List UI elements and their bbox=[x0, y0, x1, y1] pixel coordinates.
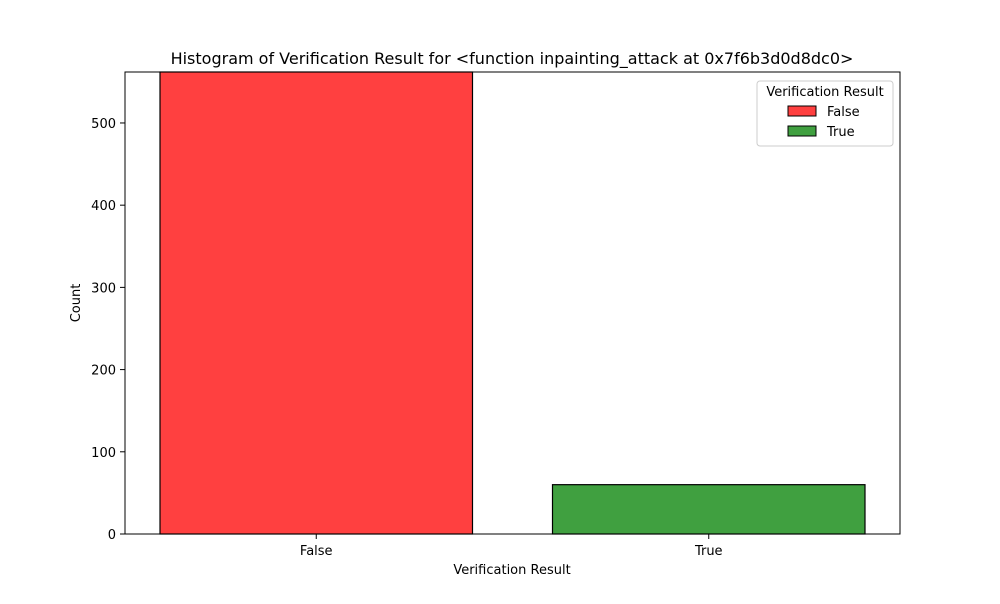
y-axis: 0 100 200 300 400 500 bbox=[91, 117, 125, 543]
y-tick-label: 400 bbox=[91, 199, 116, 214]
bar-false bbox=[159, 71, 474, 535]
legend-swatch-true bbox=[787, 125, 817, 137]
legend-label-false: False bbox=[827, 105, 860, 120]
y-tick-label: 300 bbox=[91, 281, 116, 296]
legend-title: Verification Result bbox=[766, 85, 883, 100]
legend: Verification Result False True bbox=[756, 80, 894, 147]
y-tick-label: 0 bbox=[108, 528, 116, 543]
x-tick-label: True bbox=[694, 544, 723, 559]
y-tick-label: 500 bbox=[91, 117, 116, 132]
bar-true bbox=[551, 484, 866, 535]
x-axis: False True bbox=[300, 534, 723, 559]
bars-group bbox=[159, 71, 866, 535]
x-axis-label: Verification Result bbox=[453, 563, 570, 578]
legend-entries: False True bbox=[787, 105, 860, 140]
chart-title: Histogram of Verification Result for <fu… bbox=[171, 49, 854, 69]
y-tick-label: 200 bbox=[91, 364, 116, 379]
legend-swatch-false bbox=[787, 105, 817, 117]
plot-area-frame bbox=[124, 71, 901, 535]
y-tick-label: 100 bbox=[91, 446, 116, 461]
x-tick-label: False bbox=[300, 544, 333, 559]
legend-label-true: True bbox=[826, 125, 855, 140]
y-axis-label: Count bbox=[69, 284, 84, 323]
